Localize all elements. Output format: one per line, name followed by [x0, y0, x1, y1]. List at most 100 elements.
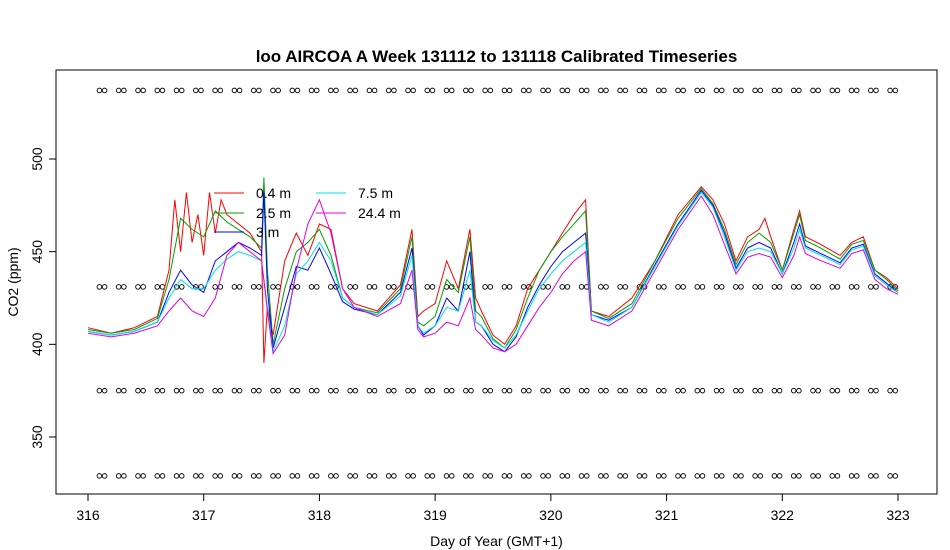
- reference-marker: [757, 387, 764, 394]
- reference-marker: [796, 387, 802, 394]
- reference-marker: [468, 387, 474, 394]
- reference-marker: [718, 284, 725, 290]
- reference-marker: [333, 284, 339, 290]
- reference-marker: [313, 284, 320, 290]
- reference-marker: [694, 387, 701, 394]
- reference-marker: [713, 87, 720, 94]
- reference-marker: [501, 284, 508, 290]
- reference-marker: [468, 87, 474, 94]
- reference-marker: [159, 387, 166, 394]
- reference-marker: [178, 284, 185, 290]
- reference-marker: [713, 387, 720, 394]
- reference-marker: [834, 284, 841, 290]
- reference-marker: [733, 284, 739, 290]
- reference-marker: [680, 387, 686, 394]
- reference-marker: [366, 387, 373, 394]
- reference-marker: [115, 473, 122, 479]
- reference-marker: [617, 473, 623, 479]
- reference-marker: [275, 387, 281, 394]
- x-tick-label: 322: [771, 507, 795, 523]
- reference-marker: [463, 473, 469, 479]
- reference-marker: [598, 387, 604, 394]
- reference-marker: [752, 87, 758, 94]
- reference-marker: [193, 87, 199, 94]
- reference-marker: [815, 387, 821, 394]
- reference-marker: [178, 473, 185, 479]
- reference-marker: [250, 284, 257, 290]
- reference-marker: [752, 473, 758, 479]
- reference-marker: [270, 387, 276, 394]
- reference-marker: [699, 87, 706, 94]
- reference-marker: [250, 387, 257, 394]
- reference-marker: [622, 387, 629, 394]
- reference-marker: [603, 387, 609, 394]
- reference-marker: [294, 87, 301, 94]
- reference-marker: [738, 473, 744, 479]
- reference-marker: [694, 284, 701, 290]
- series-line: [87, 186, 899, 363]
- reference-marker: [834, 473, 841, 479]
- reference-marker: [699, 473, 706, 479]
- reference-marker: [848, 284, 855, 290]
- reference-marker: [873, 87, 879, 94]
- reference-marker: [578, 284, 585, 290]
- reference-marker: [540, 87, 546, 94]
- reference-marker: [636, 387, 643, 394]
- reference-marker: [622, 473, 629, 479]
- legend-label: 2.5 m: [256, 205, 291, 221]
- reference-marker: [424, 473, 431, 479]
- reference-marker: [347, 387, 353, 394]
- reference-marker: [212, 473, 218, 479]
- reference-marker: [868, 284, 874, 290]
- reference-marker: [121, 473, 127, 479]
- reference-marker: [135, 387, 141, 394]
- reference-marker: [101, 284, 108, 290]
- reference-marker: [598, 284, 604, 290]
- reference-marker: [694, 473, 701, 479]
- reference-marker: [173, 387, 180, 394]
- reference-marker: [154, 284, 161, 290]
- y-axis-label: CO2 (ppm): [5, 247, 21, 316]
- reference-marker: [275, 87, 281, 94]
- series-line: [87, 191, 899, 354]
- reference-marker: [520, 284, 527, 290]
- reference-marker: [352, 87, 359, 94]
- reference-marker: [810, 284, 816, 290]
- reference-marker: [443, 473, 450, 479]
- reference-marker: [776, 473, 783, 479]
- reference-marker: [848, 387, 855, 394]
- reference-marker: [487, 473, 494, 479]
- series-line: [87, 189, 899, 353]
- reference-marker: [829, 387, 836, 394]
- reference-marker: [256, 473, 262, 479]
- reference-marker: [545, 387, 551, 394]
- reference-marker: [501, 473, 508, 479]
- reference-marker: [96, 387, 103, 394]
- series-lines: [87, 177, 899, 363]
- reference-marker: [892, 387, 899, 394]
- reference-marker: [853, 387, 860, 394]
- reference-marker: [733, 387, 739, 394]
- reference-marker: [757, 473, 764, 479]
- reference-marker: [308, 284, 315, 290]
- reference-marker: [583, 87, 590, 94]
- reference-marker: [641, 87, 648, 94]
- reference-marker: [121, 284, 127, 290]
- reference-marker: [366, 87, 373, 94]
- reference-marker: [675, 87, 681, 94]
- reference-marker: [96, 284, 103, 290]
- x-tick-label: 317: [192, 507, 216, 523]
- reference-marker: [661, 387, 667, 394]
- reference-marker: [520, 87, 527, 94]
- x-axis: 316 317 318 319 320 321 322 323: [76, 493, 910, 523]
- reference-marker: [848, 87, 855, 94]
- reference-marker: [429, 284, 436, 290]
- reference-marker: [135, 284, 141, 290]
- reference-marker: [829, 87, 836, 94]
- y-tick-label: 500: [29, 147, 45, 171]
- reference-marker: [140, 87, 146, 94]
- reference-marker: [526, 284, 532, 290]
- reference-marker: [410, 87, 416, 94]
- reference-marker: [159, 473, 166, 479]
- reference-marker: [405, 284, 411, 290]
